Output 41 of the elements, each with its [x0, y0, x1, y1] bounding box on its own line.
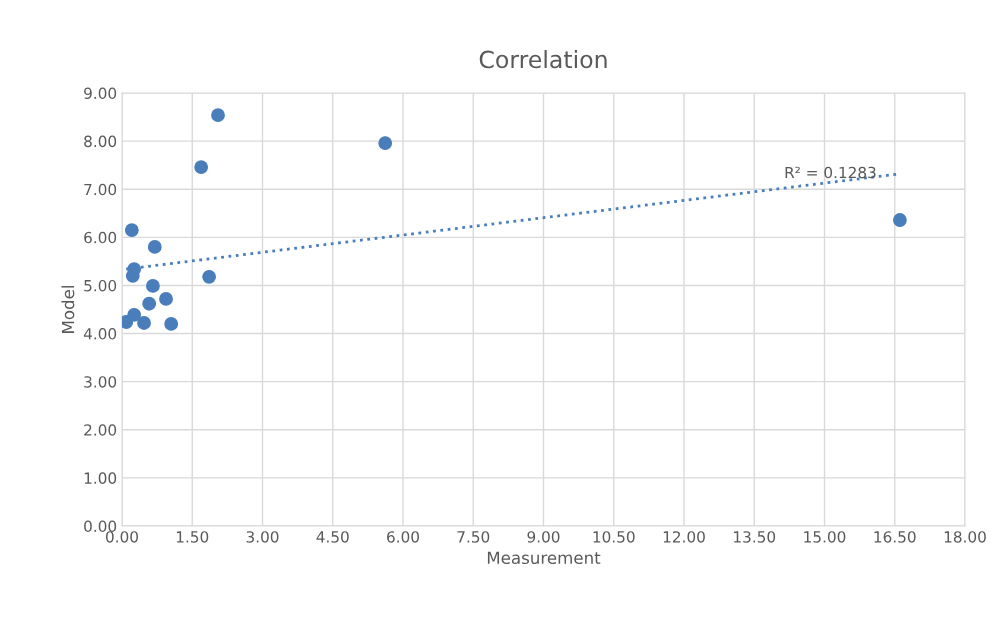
y-tick-label: 2.00 — [84, 424, 117, 436]
y-tick-label: 7.00 — [84, 183, 117, 196]
y-tick-label: 6.00 — [84, 231, 117, 244]
point — [378, 136, 393, 150]
x-tick-label: 13.50 — [734, 531, 776, 543]
point — [124, 223, 139, 238]
point — [194, 160, 209, 174]
y-tick-label: 5.00 — [84, 279, 117, 292]
point — [211, 108, 225, 123]
x-tick-label: 0.00 — [106, 531, 138, 543]
point — [892, 213, 907, 227]
y-tick-label: 4.00 — [83, 328, 117, 340]
x-tick-label: 16.50 — [874, 531, 916, 543]
y-tick-label: 9.00 — [84, 87, 117, 100]
point — [202, 269, 217, 284]
y-tick-label: 8.00 — [84, 135, 117, 148]
annotation: R² = 0.1283 — [785, 166, 876, 179]
x-tick-label: 10.50 — [593, 531, 635, 543]
point — [146, 279, 160, 293]
x-tick-label: 3.00 — [246, 531, 279, 543]
x-tick-label: 6.00 — [387, 531, 419, 543]
point — [159, 292, 173, 306]
point — [164, 317, 179, 331]
point — [147, 240, 162, 254]
x-tick-label: 18.00 — [944, 531, 986, 543]
y-axis-title: Model — [61, 286, 75, 333]
y-tick-label: 1.00 — [84, 472, 117, 484]
chart-title: Correlation — [479, 50, 607, 69]
x-tick-label: 15.00 — [804, 531, 846, 543]
y-tick-label: 0.00 — [84, 520, 117, 533]
x-tick-label: 12.00 — [663, 531, 705, 543]
x-tick-label: 4.50 — [316, 531, 349, 543]
point — [137, 316, 151, 330]
point — [142, 296, 157, 311]
y-tick-label: 3.00 — [84, 376, 117, 388]
point — [127, 262, 142, 276]
x-tick-label: 1.50 — [176, 531, 209, 543]
x-axis-title: Measurement — [487, 551, 601, 565]
point — [127, 307, 142, 322]
x-tick-label: 9.00 — [527, 531, 560, 543]
x-tick-label: 7.50 — [457, 531, 490, 543]
